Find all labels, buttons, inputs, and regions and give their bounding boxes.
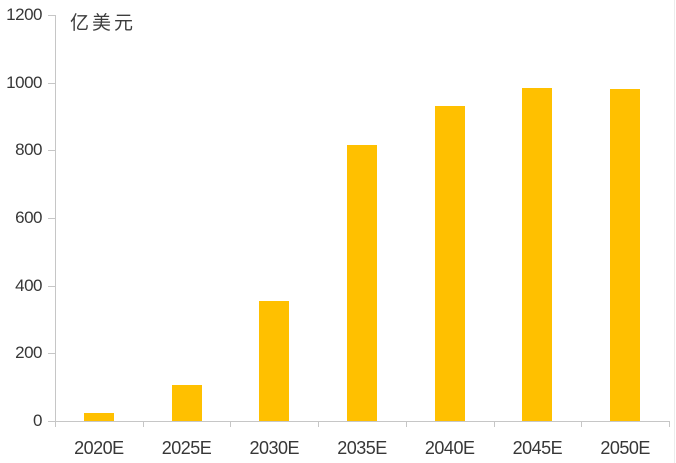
bar-2045E <box>522 88 552 421</box>
x-tick-label: 2025E <box>161 438 212 458</box>
x-tick-label: 2045E <box>512 438 563 458</box>
x-tick-mark <box>494 421 495 427</box>
x-tick-mark <box>230 421 231 427</box>
y-axis-unit-label: 亿美元 <box>70 12 137 34</box>
bar-2035E <box>347 145 377 421</box>
y-tick-mark <box>48 82 55 84</box>
bar-2025E <box>172 385 202 421</box>
bar-2030E <box>259 301 289 421</box>
x-tick-mark <box>581 421 582 427</box>
y-tick-mark <box>48 15 55 16</box>
y-tick-label: 600 <box>15 208 42 227</box>
y-tick-label: 400 <box>15 275 42 295</box>
x-tick-label: 2035E <box>337 438 387 458</box>
bar-2040E <box>435 106 465 421</box>
x-tick-mark <box>143 421 144 427</box>
x-tick-label: 2050E <box>600 438 650 458</box>
x-axis-line <box>55 421 669 422</box>
y-axis-line <box>55 15 56 421</box>
y-tick-mark <box>48 285 55 287</box>
y-tick-label: 1000 <box>6 72 42 92</box>
x-tick-mark <box>318 421 319 427</box>
x-tick-label: 2040E <box>424 438 475 458</box>
image-right-border <box>674 0 675 463</box>
x-tick-label: 2020E <box>74 438 124 458</box>
x-tick-mark <box>406 421 407 427</box>
y-tick-mark <box>48 353 55 355</box>
y-tick-mark <box>48 218 55 219</box>
y-tick-mark <box>48 421 55 422</box>
y-tick-label: 800 <box>15 140 42 160</box>
y-tick-label: 1200 <box>6 5 42 24</box>
bar-2020E <box>84 413 114 421</box>
x-tick-mark <box>55 421 56 427</box>
y-tick-label: 0 <box>33 411 42 430</box>
x-tick-label: 2030E <box>249 438 300 458</box>
y-tick-label: 200 <box>15 343 42 363</box>
bar-2050E <box>610 89 640 421</box>
y-tick-mark <box>48 150 55 152</box>
x-tick-mark <box>669 421 670 427</box>
